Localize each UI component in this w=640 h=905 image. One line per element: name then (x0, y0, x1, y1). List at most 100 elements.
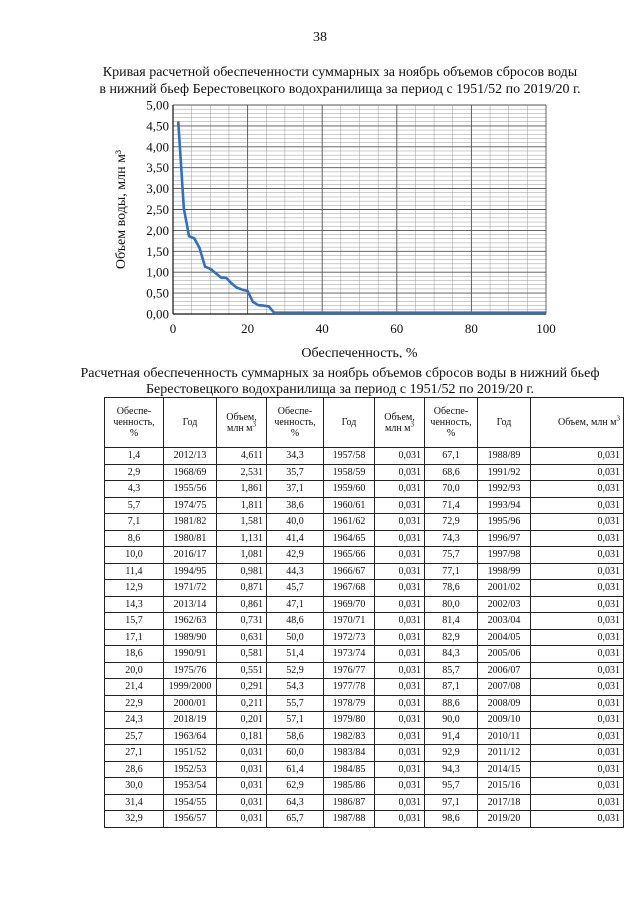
y-axis-label: Объем воды, млн м³ (114, 150, 129, 269)
probability-cell: 58,6 (266, 727, 324, 745)
probability-cell: 84,3 (424, 645, 478, 663)
table-row: 15,7 1962/63 0,731 48,6 1970/71 0,031 81,4 2003… (104, 612, 624, 630)
volume-cell: 1,861 (216, 480, 267, 498)
year-cell: 1974/75 (163, 496, 217, 514)
year-cell: 2019/20 (477, 810, 531, 828)
x-tick-label: 20 (241, 321, 254, 336)
probability-cell: 34,3 (266, 447, 324, 465)
year-cell: 1968/69 (163, 463, 217, 481)
year-cell: 2009/10 (477, 711, 531, 729)
probability-curve-chart: 0,00 0,50 1,00 1,50 2,00 2,50 3,00 3,50 4,00 4,50… (114, 98, 556, 359)
year-cell: 1956/57 (163, 810, 217, 828)
volume-cell: 0,031 (374, 480, 425, 498)
probability-table: Обеспе-ченность, % Год Объем, млн м3 Обе… (104, 397, 624, 828)
volume-cell: 0,031 (530, 777, 624, 795)
probability-cell: 35,7 (266, 463, 324, 481)
table-row: 22,9 2000/01 0,211 55,7 1978/79 0,031 88,6 2008… (104, 694, 624, 712)
header-probability: Обеспе-ченность, % (266, 397, 324, 448)
y-tick-label: 5,00 (146, 98, 169, 113)
year-cell: 1957/58 (323, 447, 375, 465)
table-row: 2,9 1968/69 2,531 35,7 1958/59 0,031 68,6 1991/… (104, 463, 624, 481)
volume-cell: 0,031 (530, 711, 624, 729)
volume-cell: 0,031 (374, 810, 425, 828)
probability-cell: 50,0 (266, 628, 324, 646)
probability-cell: 87,1 (424, 678, 478, 696)
probability-cell: 97,1 (424, 793, 478, 811)
probability-cell: 70,0 (424, 480, 478, 498)
year-cell: 1998/99 (477, 562, 531, 580)
probability-cell: 48,6 (266, 612, 324, 630)
year-cell: 1954/55 (163, 793, 217, 811)
year-cell: 1985/86 (323, 777, 375, 795)
probability-cell: 60,0 (266, 744, 324, 762)
volume-cell: 0,031 (530, 562, 624, 580)
probability-cell: 47,1 (266, 595, 324, 613)
year-cell: 1976/77 (323, 661, 375, 679)
year-cell: 1989/90 (163, 628, 217, 646)
year-cell: 1991/92 (477, 463, 531, 481)
year-cell: 1993/94 (477, 496, 531, 514)
probability-cell: 17,1 (104, 628, 164, 646)
chart-title-line-1: Кривая расчетной обеспеченности суммарны… (102, 65, 578, 80)
year-cell: 2007/08 (477, 678, 531, 696)
volume-cell: 0,031 (530, 496, 624, 514)
probability-cell: 91,4 (424, 727, 478, 745)
probability-cell: 4,3 (104, 480, 164, 498)
volume-cell: 2,531 (216, 463, 267, 481)
volume-cell: 0,981 (216, 562, 267, 580)
volume-cell: 0,031 (530, 579, 624, 597)
probability-cell: 78,6 (424, 579, 478, 597)
probability-cell: 18,6 (104, 645, 164, 663)
probability-cell: 52,9 (266, 661, 324, 679)
probability-cell: 24,3 (104, 711, 164, 729)
x-tick-label: 100 (536, 321, 556, 336)
header-year: Год (163, 397, 217, 448)
probability-cell: 41,4 (266, 529, 324, 547)
year-cell: 2002/03 (477, 595, 531, 613)
volume-cell: 0,551 (216, 661, 267, 679)
volume-cell: 0,031 (374, 612, 425, 630)
volume-cell: 0,291 (216, 678, 267, 696)
y-tick-label: 1,50 (146, 244, 169, 259)
x-tick-label: 0 (170, 321, 177, 336)
probability-cell: 62,9 (266, 777, 324, 795)
year-cell: 1978/79 (323, 694, 375, 712)
probability-cell: 85,7 (424, 661, 478, 679)
year-cell: 2005/06 (477, 645, 531, 663)
table-row: 8,6 1980/81 1,131 41,4 1964/65 0,031 74,3 1996/… (104, 529, 624, 547)
table-row: 30,0 1953/54 0,031 62,9 1985/86 0,031 95,7 2015… (104, 777, 624, 795)
chart-title-line-2: в нижний бьеф Берестовецкого водохранили… (99, 82, 581, 97)
probability-cell: 11,4 (104, 562, 164, 580)
y-tick-label: 3,50 (146, 160, 169, 175)
volume-cell: 0,031 (374, 678, 425, 696)
volume-cell: 0,031 (530, 793, 624, 811)
header-year: Год (477, 397, 531, 448)
probability-cell: 45,7 (266, 579, 324, 597)
probability-cell: 67,1 (424, 447, 478, 465)
probability-cell: 90,0 (424, 711, 478, 729)
table-row: 27,1 1951/52 0,031 60,0 1983/84 0,031 92,9 2011… (104, 744, 624, 762)
table-row: 28,6 1952/53 0,031 61,4 1984/85 0,031 94,3 2014… (104, 760, 624, 778)
year-cell: 2014/15 (477, 760, 531, 778)
volume-cell: 0,031 (374, 793, 425, 811)
probability-cell: 77,1 (424, 562, 478, 580)
probability-cell: 32,9 (104, 810, 164, 828)
year-cell: 2012/13 (163, 447, 217, 465)
probability-cell: 2,9 (104, 463, 164, 481)
probability-cell: 95,7 (424, 777, 478, 795)
header-volume: Объем, млн м3 (530, 397, 624, 448)
table-row: 18,6 1990/91 0,581 51,4 1973/74 0,031 84,3 2005… (104, 645, 624, 663)
volume-cell: 0,031 (374, 562, 425, 580)
table-row: 14,3 2013/14 0,861 47,1 1969/70 0,031 80,0 2002… (104, 595, 624, 613)
year-cell: 2017/18 (477, 793, 531, 811)
volume-cell: 0,181 (216, 727, 267, 745)
y-tick-label: 4,50 (146, 118, 169, 133)
y-tick-label: 1,00 (146, 265, 169, 280)
probability-cell: 51,4 (266, 645, 324, 663)
volume-cell: 0,031 (216, 744, 267, 762)
header-volume: Объем, млн м3 (374, 397, 425, 448)
year-cell: 1987/88 (323, 810, 375, 828)
probability-cell: 27,1 (104, 744, 164, 762)
probability-cell: 5,7 (104, 496, 164, 514)
x-tick-label: 40 (316, 321, 329, 336)
